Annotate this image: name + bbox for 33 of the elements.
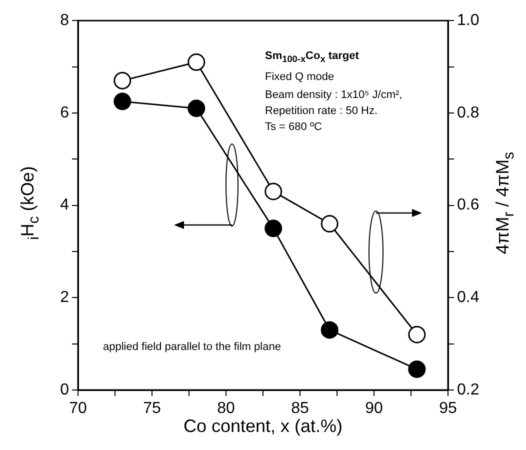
x-axis-title: Co content, x (at.%) (182, 416, 344, 437)
point (114, 92, 132, 110)
y2-tick-label: 0.6 (457, 196, 480, 214)
annotation: Ts = 680 ºC (265, 121, 322, 133)
annotation: Sm$_{100-x}$Co$_{x}$ target (265, 50, 359, 64)
point (188, 100, 206, 118)
y-tick-label: 4 (60, 196, 70, 214)
annotation: Beam density : 1x10⁵ J/cm², (265, 89, 402, 101)
point (408, 326, 426, 344)
x-tick-label: 70 (69, 400, 87, 418)
point (320, 321, 338, 339)
y-tick-label: 6 (60, 104, 70, 122)
x-tick-label: 80 (217, 400, 235, 418)
point (264, 182, 282, 200)
annotation: applied field parallel to the film plane (103, 341, 281, 353)
y-tick-label: 0 (60, 381, 70, 398)
x-tick-label: 95 (439, 400, 457, 418)
y2-tick-label: 0.8 (457, 104, 480, 122)
point (320, 215, 338, 233)
text: 1.0 (457, 12, 480, 30)
annotation: Fixed Q mode (265, 71, 334, 83)
point (114, 72, 132, 90)
annotation: Repetition rate : 50 Hz. (265, 105, 378, 117)
y2-tick-label: 0.2 (457, 381, 480, 398)
point (188, 53, 206, 71)
y2-tick-label: 0.4 (457, 289, 480, 306)
y-tick-label: 2 (60, 289, 70, 306)
x-tick-label: 85 (291, 400, 309, 418)
point (264, 220, 282, 238)
y-tick-label: 8 (60, 12, 70, 30)
x-tick-label: 90 (365, 400, 383, 418)
point (408, 360, 426, 378)
x-tick-label: 75 (143, 400, 161, 418)
